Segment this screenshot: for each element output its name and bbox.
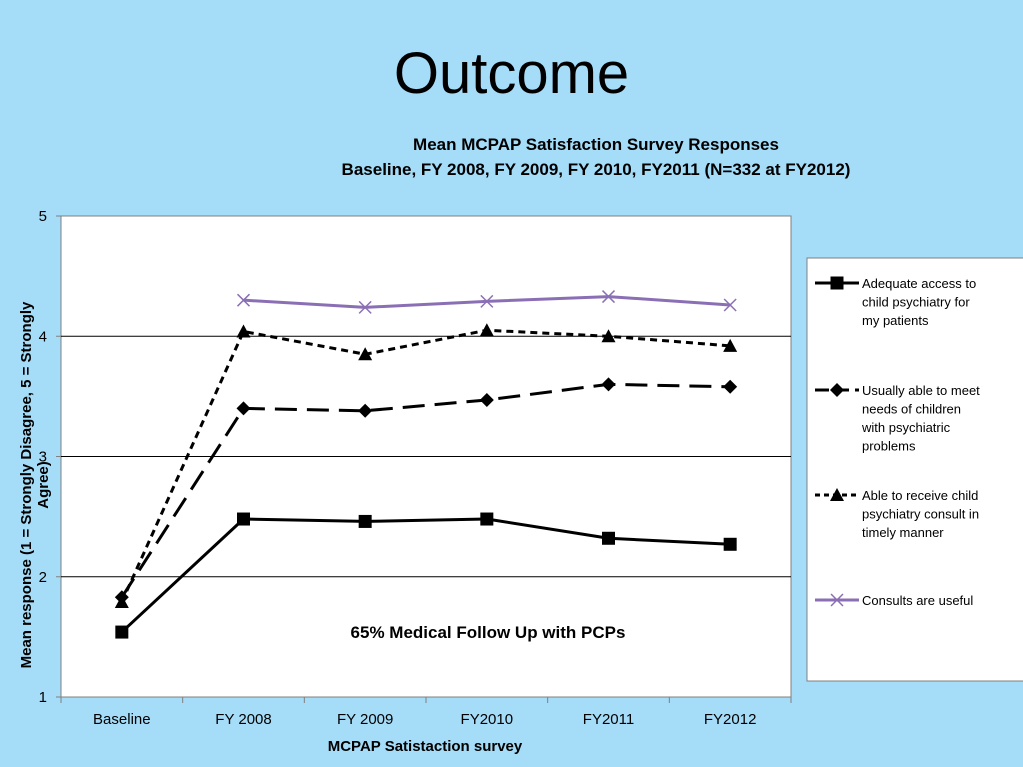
legend-label: Adequate access to xyxy=(862,276,976,291)
chart-subtitle: Baseline, FY 2008, FY 2009, FY 2010, FY2… xyxy=(342,160,851,179)
x-tick-label: FY2011 xyxy=(583,711,634,728)
legend-marker-4 xyxy=(830,593,844,607)
legend-label: child psychiatry for xyxy=(862,295,970,310)
data-point-series-2 xyxy=(479,392,494,407)
y-axis-title-line2: Agree) xyxy=(35,461,52,509)
data-point-series-3 xyxy=(358,347,373,361)
data-point-series-1 xyxy=(723,537,737,551)
data-point-series-1 xyxy=(115,625,129,639)
legend-label: Consults are useful xyxy=(862,593,973,608)
legend-label: with psychiatric xyxy=(861,420,951,435)
x-tick-label: Baseline xyxy=(93,711,151,728)
chart-annotation: 65% Medical Follow Up with PCPs xyxy=(351,623,626,642)
y-axis-title-line1: Mean response (1 = Strongly Disagree, 5 … xyxy=(18,301,35,668)
y-tick-label: 2 xyxy=(39,569,47,586)
data-point-series-3 xyxy=(479,323,494,337)
legend-label: needs of children xyxy=(862,402,961,417)
y-tick-label: 5 xyxy=(39,208,47,225)
data-point-series-3 xyxy=(236,324,251,338)
slide-title: Outcome xyxy=(393,41,630,106)
legend-label: Usually able to meet xyxy=(862,383,980,398)
data-point-series-4-stroke xyxy=(723,298,737,312)
y-tick-label: 1 xyxy=(39,689,47,706)
legend-label: problems xyxy=(862,439,916,454)
data-point-series-4 xyxy=(480,294,494,308)
data-point-series-4 xyxy=(723,298,737,312)
data-point-series-4-stroke xyxy=(358,300,372,314)
data-point-series-3 xyxy=(723,338,738,352)
legend-box xyxy=(806,257,1023,682)
legend-label: timely manner xyxy=(862,525,944,540)
chart-title: Mean MCPAP Satisfaction Survey Responses xyxy=(413,135,779,154)
x-tick-label: FY2010 xyxy=(461,711,514,728)
data-point-series-4-stroke xyxy=(236,293,251,307)
data-point-series-4-stroke xyxy=(480,294,494,308)
series-line-1 xyxy=(120,517,731,634)
data-point-series-3 xyxy=(601,329,616,343)
y-tick-label: 4 xyxy=(39,328,47,345)
data-point-series-3 xyxy=(114,595,129,609)
data-point-series-2 xyxy=(723,379,738,394)
y-tick-label: 3 xyxy=(39,449,47,466)
legend-marker-2 xyxy=(830,383,844,397)
data-point-series-1 xyxy=(602,531,615,545)
plot-area: 1 2 3 4 5 Baseline FY 2008 FY 2009 FY2010 FY2011 F… xyxy=(39,208,792,728)
series-line-3 xyxy=(120,328,731,603)
data-point-series-1 xyxy=(358,514,372,528)
data-point-series-2 xyxy=(601,377,616,392)
data-point-series-2 xyxy=(236,401,251,416)
data-point-series-4 xyxy=(358,300,372,314)
legend-label: my patients xyxy=(862,313,929,328)
legend-marker-1 xyxy=(830,276,844,290)
legend-label: Able to receive child xyxy=(862,488,978,503)
legend-marker-4-stroke xyxy=(830,593,844,607)
data-point-series-1 xyxy=(480,512,494,526)
data-point-series-4 xyxy=(601,290,616,304)
data-point-series-4-stroke xyxy=(601,290,616,304)
legend-marker-3 xyxy=(830,488,844,501)
legend-label: psychiatry consult in xyxy=(862,507,979,522)
x-tick-label: FY 2008 xyxy=(215,711,271,728)
series-line-2 xyxy=(120,382,731,599)
data-point-series-1 xyxy=(237,512,250,526)
x-tick-label: FY 2009 xyxy=(337,711,393,728)
data-point-series-4 xyxy=(236,293,251,307)
data-point-series-2 xyxy=(358,403,373,418)
x-tick-label: FY2012 xyxy=(704,711,757,728)
legend: Adequate access to child psychiatry for my… xyxy=(806,257,1023,682)
x-axis-title: MCPAP Satistaction survey xyxy=(328,738,523,755)
